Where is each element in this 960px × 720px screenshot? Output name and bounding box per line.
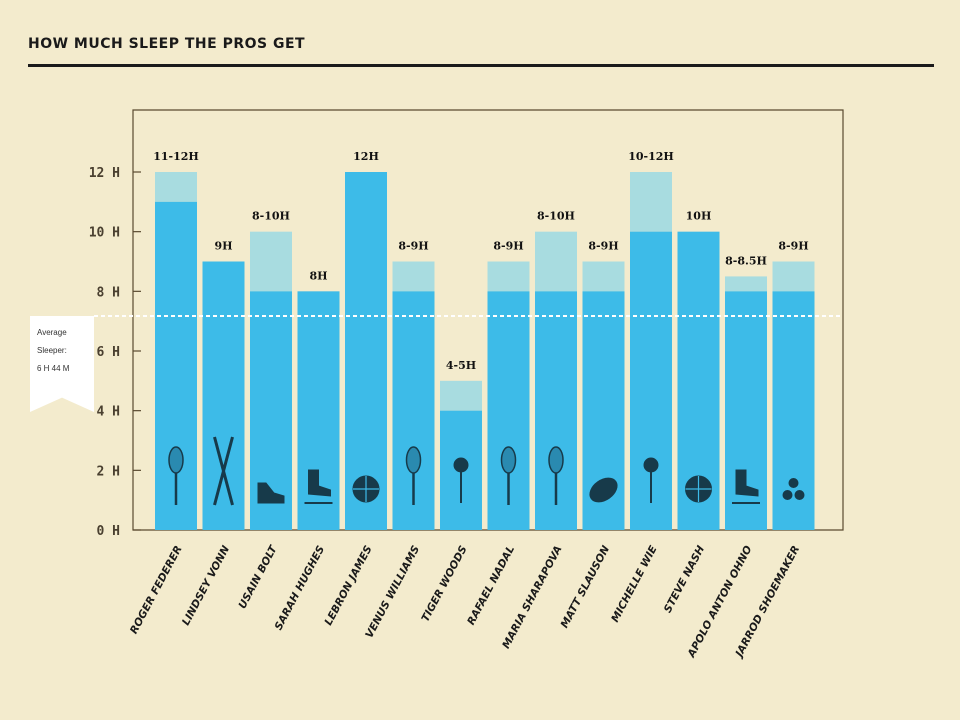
racket-head <box>168 446 184 474</box>
ball <box>794 490 805 500</box>
category-label: USAIN BOLT <box>236 543 280 611</box>
racket-head <box>548 446 564 474</box>
tennis-racket-icon <box>168 446 184 505</box>
average-label-3: 6 H 44 M <box>37 364 70 373</box>
basketball-icon <box>352 475 380 503</box>
average-sleeper-flag: Average Sleeper: 6 H 44 M <box>30 316 94 412</box>
bar-range <box>772 261 815 292</box>
data-label: 9H <box>214 240 232 253</box>
bar-range <box>440 380 482 411</box>
data-label: 8-10H <box>252 210 290 223</box>
category-label: MATT SLAUSON <box>559 544 613 631</box>
data-label: 8-10H <box>537 210 575 223</box>
data-label: 8-9H <box>493 240 523 253</box>
category-label: VENUS WILLIAMS <box>363 544 422 640</box>
tennis-racket-icon <box>500 446 517 505</box>
football-icon <box>589 477 618 503</box>
ball <box>589 477 618 503</box>
ski <box>213 436 234 506</box>
y-tick-label: 4 H <box>97 405 120 420</box>
skate-boot <box>308 469 331 497</box>
data-label: 10H <box>686 210 712 223</box>
bar-range <box>535 231 577 292</box>
data-label: 12H <box>353 150 379 163</box>
chart-title: HOW MUCH SLEEP THE PROS GET <box>28 36 306 52</box>
y-tick-label: 8 H <box>97 285 120 300</box>
skis-icon <box>213 436 234 506</box>
title-rule <box>28 64 934 67</box>
tennis-racket-icon <box>548 446 564 505</box>
bar-base <box>772 291 815 530</box>
speed-skate-icon <box>732 469 760 504</box>
racket-head <box>405 446 422 474</box>
bar-base <box>345 172 387 530</box>
category-label: LINDSEY VONN <box>180 544 232 628</box>
plot-frame <box>132 109 844 531</box>
data-label: 8-9H <box>778 240 808 253</box>
category-label: RAFAEL NADAL <box>465 544 517 627</box>
category-label: ROGER FEDERER <box>128 544 185 636</box>
data-label: 8-9H <box>398 240 428 253</box>
average-label-1: Average <box>37 328 67 337</box>
basketball-icon <box>685 475 712 503</box>
tennis-racket-icon <box>405 446 422 505</box>
bar-range <box>582 261 625 292</box>
bar-base <box>202 261 245 530</box>
running-shoe-icon <box>257 482 285 504</box>
ice-skate-icon <box>304 469 333 504</box>
y-tick-label: 0 H <box>97 524 120 539</box>
ball <box>782 490 793 500</box>
golf-ball-icon <box>453 457 469 503</box>
y-tick-label: 12 H <box>89 166 120 181</box>
skate-boot <box>735 469 759 497</box>
bar-range <box>250 231 292 292</box>
shoe <box>257 482 285 504</box>
y-tick-label: 6 H <box>97 345 120 360</box>
balls-icon <box>782 478 805 500</box>
racket-head <box>500 446 517 474</box>
data-label: 8-8.5H <box>725 254 767 267</box>
bar-range <box>392 261 435 292</box>
y-tick-label: 2 H <box>97 464 120 479</box>
data-label: 10-12H <box>628 150 674 163</box>
category-label: STEVE NASH <box>662 544 707 615</box>
ball <box>453 457 469 473</box>
category-label: SARAH HUGHES <box>273 544 328 632</box>
ball <box>643 457 659 473</box>
y-tick-label: 10 H <box>89 226 120 241</box>
bar-range <box>725 276 767 292</box>
bar-range <box>487 261 530 292</box>
average-label-2: Sleeper: <box>37 346 67 355</box>
bar-range <box>155 172 197 202</box>
bar-range <box>630 172 672 232</box>
data-label: 4-5H <box>446 359 476 372</box>
data-label: 8-9H <box>588 240 618 253</box>
ball <box>788 478 799 488</box>
category-label: LEBRON JAMES <box>322 544 374 628</box>
data-label: 8H <box>309 269 327 282</box>
category-label: MICHELLE WIE <box>609 543 660 624</box>
data-label: 11-12H <box>153 150 199 163</box>
category-label: TIGER WOODS <box>419 544 469 624</box>
golf-ball-icon <box>643 457 659 503</box>
